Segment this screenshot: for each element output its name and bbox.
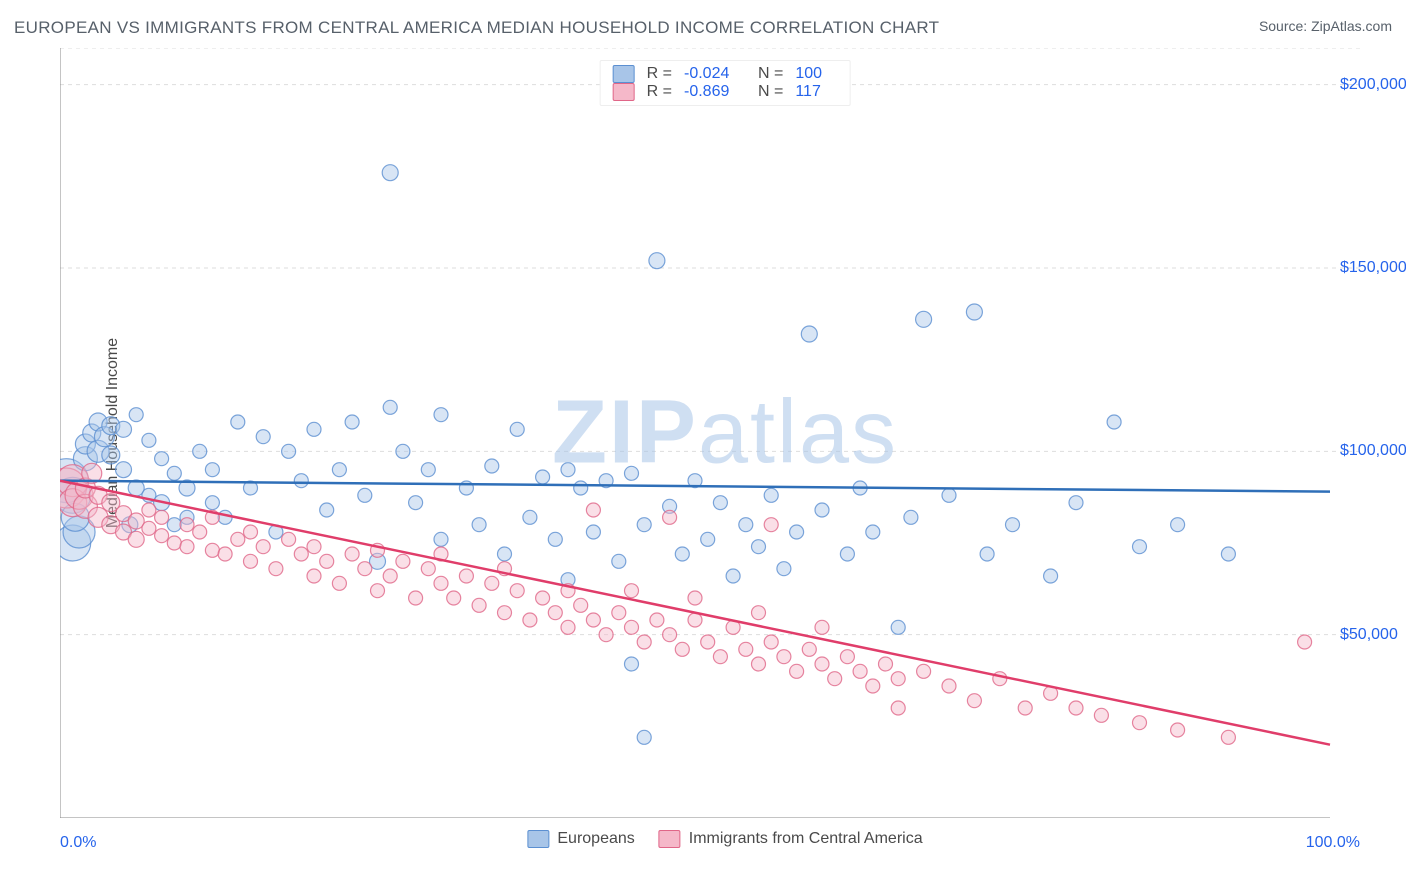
chart-title: EUROPEAN VS IMMIGRANTS FROM CENTRAL AMER… xyxy=(14,18,939,38)
legend-swatch xyxy=(613,83,635,101)
y-tick-label: $200,000 xyxy=(1340,76,1396,94)
legend-item: Europeans xyxy=(527,830,634,848)
source-label: Source: ZipAtlas.com xyxy=(1259,18,1392,34)
r-label: R = xyxy=(647,65,672,83)
legend-label: Immigrants from Central America xyxy=(689,830,923,848)
legend-label: Europeans xyxy=(557,830,634,848)
series-legend: Europeans Immigrants from Central America xyxy=(527,830,922,848)
correlation-legend: R = -0.024 N = 100 R = -0.869 N = 117 xyxy=(600,60,851,106)
x-max-label: 100.0% xyxy=(1306,834,1360,852)
n-label: N = xyxy=(758,65,783,83)
correlation-row: R = -0.024 N = 100 xyxy=(613,65,838,83)
r-value: -0.869 xyxy=(684,83,746,101)
legend-swatch xyxy=(659,830,681,848)
n-value: 117 xyxy=(795,83,837,101)
x-min-label: 0.0% xyxy=(60,834,96,852)
chart-header: EUROPEAN VS IMMIGRANTS FROM CENTRAL AMER… xyxy=(14,18,1392,38)
n-value: 100 xyxy=(795,65,837,83)
legend-swatch xyxy=(613,65,635,83)
correlation-row: R = -0.869 N = 117 xyxy=(613,83,838,101)
r-label: R = xyxy=(647,83,672,101)
n-label: N = xyxy=(758,83,783,101)
y-tick-label: $100,000 xyxy=(1340,442,1396,460)
legend-item: Immigrants from Central America xyxy=(659,830,923,848)
legend-swatch xyxy=(527,830,549,848)
scatter-plot xyxy=(60,48,1360,818)
y-tick-label: $50,000 xyxy=(1340,626,1396,644)
chart-area: Median Household Income ZIPatlas R =-0.0… xyxy=(60,48,1390,818)
r-value: -0.024 xyxy=(684,65,746,83)
chart-container: EUROPEAN VS IMMIGRANTS FROM CENTRAL AMER… xyxy=(0,0,1406,892)
y-tick-label: $150,000 xyxy=(1340,259,1396,277)
